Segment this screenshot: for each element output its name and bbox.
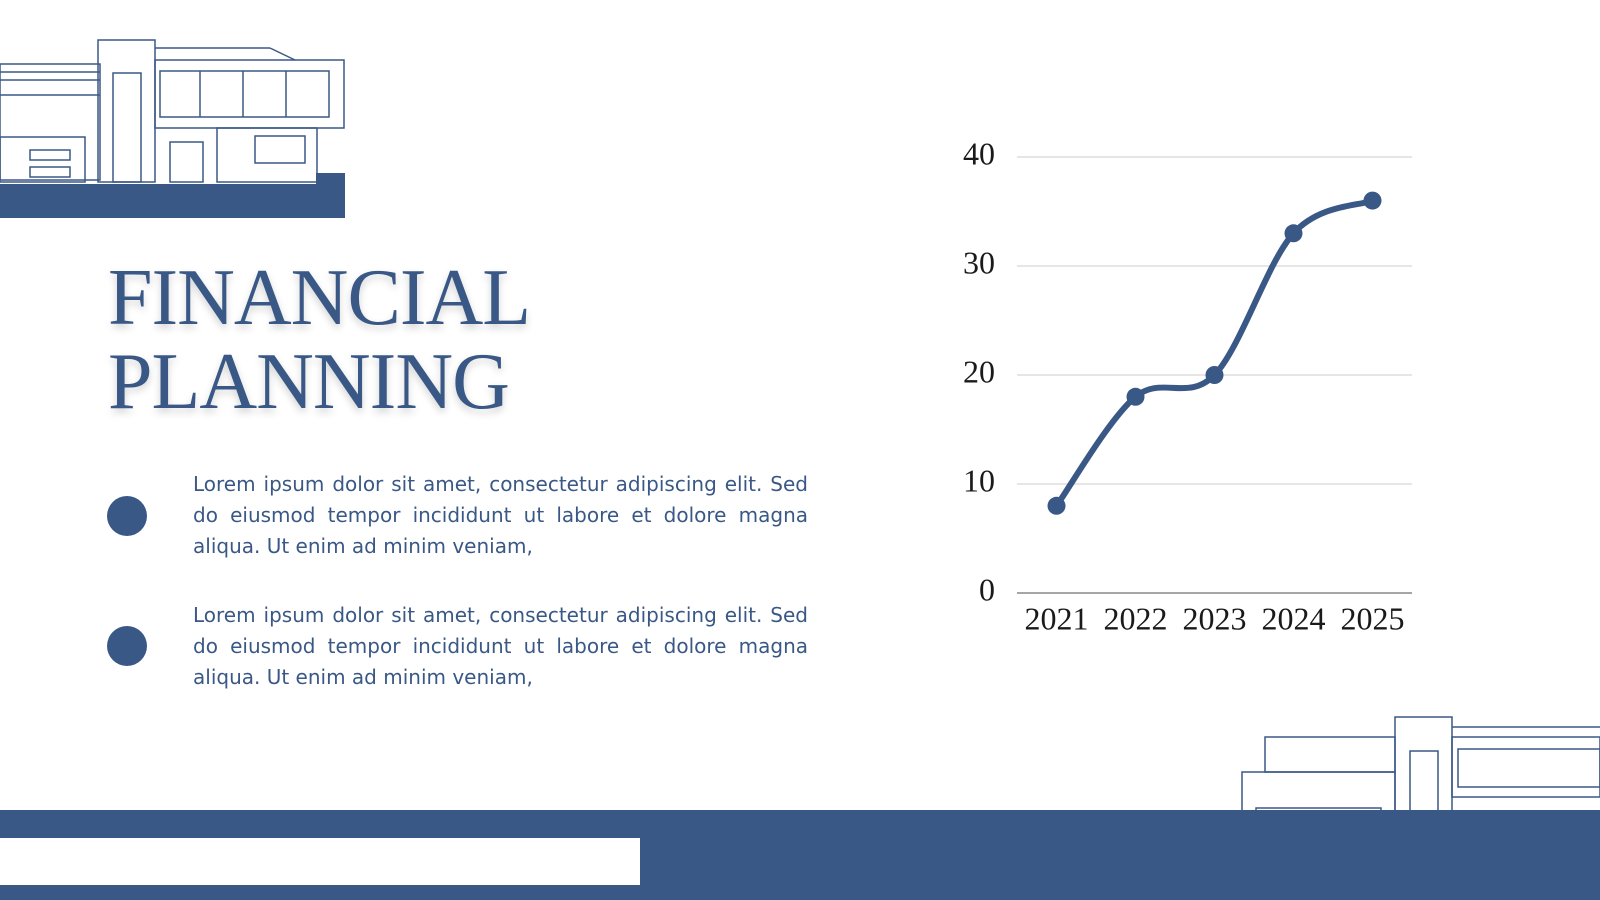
y-tick-label: 20 (963, 353, 995, 389)
y-tick-label: 30 (963, 244, 995, 280)
x-tick-label: 2024 (1262, 600, 1326, 636)
x-tick-label: 2023 (1183, 600, 1247, 636)
bullet-dot (107, 496, 147, 536)
y-tick-label: 40 (963, 135, 995, 171)
line (1053, 197, 1376, 509)
point (1205, 366, 1224, 384)
x-tick-label: 2022 (1104, 600, 1168, 636)
bullet-text: Lorem ipsum dolor sit amet, consectetur … (193, 472, 808, 558)
bullet-text: Lorem ipsum dolor sit amet, consectetur … (193, 603, 808, 689)
bullet-dot (107, 626, 147, 666)
point (1047, 496, 1066, 515)
title-line: FINANCIAL (108, 254, 531, 342)
y-tick-label: 10 (963, 462, 995, 498)
building-top (0, 39, 345, 183)
x-tick-label: 2025 (1341, 600, 1405, 636)
point (1363, 191, 1382, 210)
y-tick-label: 0 (979, 571, 995, 607)
point (1126, 387, 1145, 406)
point (1284, 224, 1303, 243)
title-line: PLANNING (108, 338, 510, 426)
x-tick-label: 2021 (1025, 600, 1089, 636)
